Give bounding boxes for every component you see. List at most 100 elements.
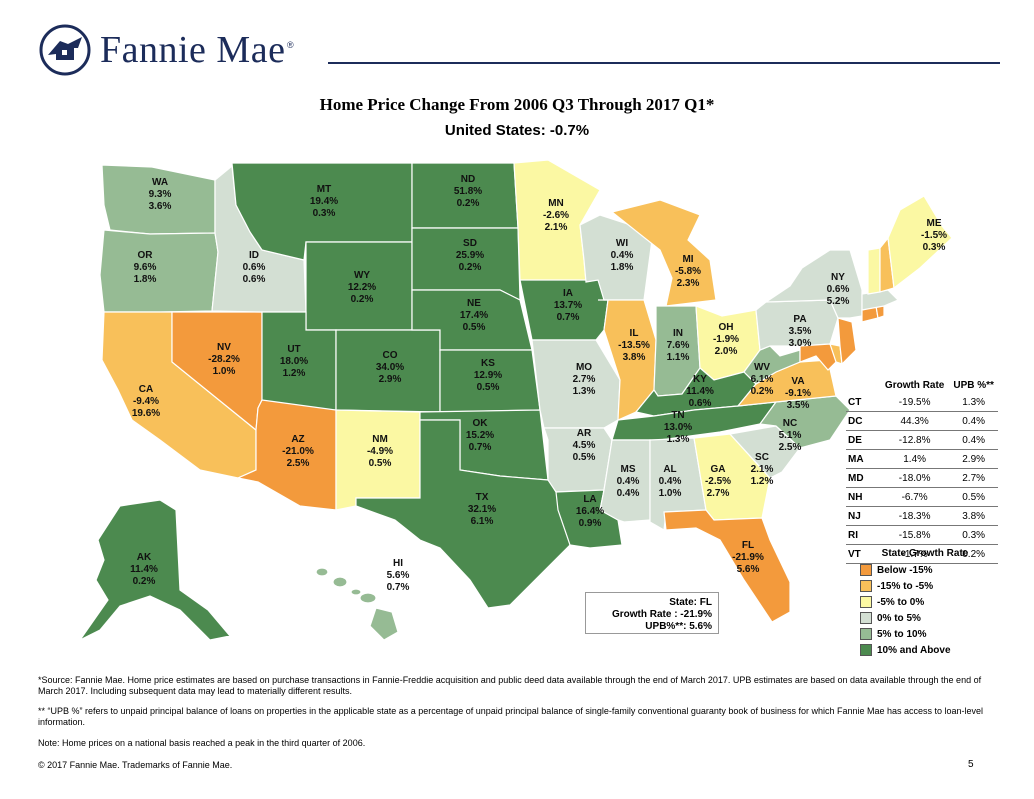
state-label-NY: NY 0.6% 5.2%	[827, 272, 850, 307]
legend-swatch	[860, 596, 872, 608]
state-callout: State: FL Growth Rate : -21.9% UPB%**: 5…	[585, 592, 719, 634]
table-cell-growth: 1.4%	[880, 449, 950, 469]
state-label-CA: CA -9.4% 19.6%	[132, 384, 160, 419]
state-label-LA: LA 16.4% 0.9%	[576, 494, 604, 529]
table-cell-growth: -12.8%	[880, 430, 950, 450]
state-label-FL: FL -21.9% 5.6%	[732, 540, 764, 575]
table-row: NH -6.7% 0.5%	[846, 487, 998, 507]
state-label-IA: IA 13.7% 0.7%	[554, 288, 582, 323]
table-cell-state: VT	[846, 544, 880, 564]
table-cell-growth: -18.0%	[880, 468, 950, 488]
state-label-AZ: AZ -21.0% 2.5%	[282, 434, 314, 469]
copyright: © 2017 Fannie Mae. Trademarks of Fannie …	[38, 760, 233, 770]
state-MI[interactable]	[610, 199, 717, 307]
state-label-MN: MN -2.6% 2.1%	[543, 198, 569, 233]
state-label-MT: MT 19.4% 0.3%	[310, 184, 338, 219]
state-label-NM: NM -4.9% 0.5%	[367, 434, 393, 469]
us-state-map: WA 9.3% 3.6% OR 9.6% 1.8% CA -9.4% 19.6% NV -28.2%…	[79, 159, 953, 641]
state-label-AR: AR 4.5% 0.5%	[573, 428, 596, 463]
table-cell-growth: -15.8%	[880, 525, 950, 545]
state-labels: WA 9.3% 3.6% OR 9.6% 1.8% CA -9.4% 19.6% NV -28.2%…	[130, 174, 947, 593]
table-row: CT -19.5% 1.3%	[846, 393, 998, 412]
legend-swatch	[860, 644, 872, 656]
callout-growth: Growth Rate : -21.9%	[611, 609, 712, 620]
table-cell-upb: 0.3%	[949, 525, 998, 545]
table-cell-state: NJ	[846, 506, 880, 526]
legend-label: 10% and Above	[877, 644, 951, 656]
upb-footnote: ** “UPB %” refers to unpaid principal ba…	[38, 706, 984, 727]
state-label-MO: MO 2.7% 1.3%	[573, 362, 596, 397]
state-label-ND: ND 51.8% 0.2%	[454, 174, 482, 209]
legend-label: Below -15%	[877, 564, 933, 576]
state-label-KS: KS 12.9% 0.5%	[474, 358, 502, 393]
state-MO[interactable]	[531, 339, 621, 429]
state-label-MS: MS 0.4% 0.4%	[617, 464, 640, 499]
table-cell-growth: -19.5%	[880, 393, 950, 412]
state-label-VA: VA -9.1% 3.5%	[785, 376, 811, 411]
table-row: DE -12.8% 0.4%	[846, 430, 998, 450]
table-cell-growth: -18.3%	[880, 506, 950, 526]
state-ME[interactable]	[887, 195, 953, 290]
legend-swatch	[860, 564, 872, 576]
state-label-OR: OR 9.6% 1.8%	[134, 250, 157, 285]
table-cell-upb: 0.2%	[949, 544, 998, 564]
state-NY[interactable]	[763, 249, 863, 319]
state-label-ME: ME -1.5% 0.3%	[921, 218, 947, 253]
legend-title: State Growth Rate	[881, 548, 969, 559]
table-cell-upb: 0.4%	[949, 411, 998, 431]
legend-label: 5% to 10%	[877, 628, 927, 640]
table-cell-state: CT	[846, 393, 880, 412]
state-label-KY: KY 11.4% 0.6%	[686, 374, 714, 409]
state-label-SD: SD 25.9% 0.2%	[456, 238, 484, 273]
table-header-state	[846, 378, 880, 393]
callout-state: State: FL	[669, 597, 712, 608]
table-cell-state: NH	[846, 487, 880, 507]
state-label-WV: WV 6.1% 0.2%	[751, 362, 774, 397]
legend-swatch	[860, 628, 872, 640]
state-label-UT: UT 18.0% 1.2%	[280, 344, 308, 379]
state-label-HI: HI 5.6% 0.7%	[387, 558, 410, 593]
state-HI[interactable]	[315, 567, 399, 641]
map-subtitle: United States: -0.7%	[444, 122, 590, 139]
state-IL[interactable]	[598, 299, 657, 421]
registered-mark: ®	[287, 40, 294, 50]
state-label-CO: CO 34.0% 2.9%	[376, 350, 404, 385]
legend-item: 10% and Above	[860, 642, 990, 658]
state-label-MI: MI -5.8% 2.3%	[675, 254, 701, 289]
national-note: Note: Home prices on a national basis re…	[38, 738, 366, 748]
state-SC[interactable]	[728, 425, 801, 479]
state-label-SC: SC 2.1% 1.2%	[751, 452, 774, 487]
table-cell-upb: 1.3%	[949, 393, 998, 412]
growth-legend: State Growth Rate Below -15% -15% to -5% -…	[860, 548, 990, 658]
table-cell-state: RI	[846, 525, 880, 545]
house-logo-icon	[39, 24, 91, 76]
table-cell-state: DE	[846, 430, 880, 450]
legend-label: 0% to 5%	[877, 612, 921, 624]
state-label-GA: GA -2.5% 2.7%	[705, 464, 731, 499]
fannie-mae-logo	[38, 24, 308, 76]
legend-item: Below -15%	[860, 562, 990, 578]
state-label-WA: WA 9.3% 3.6%	[149, 177, 172, 212]
table-cell-growth: -6.7%	[880, 487, 950, 507]
legend-label: -5% to 0%	[877, 596, 925, 608]
state-label-NE: NE 17.4% 0.5%	[460, 298, 488, 333]
table-cell-state: MA	[846, 449, 880, 469]
table-cell-growth: 44.3%	[880, 411, 950, 431]
page-number: 5	[968, 759, 974, 770]
state-NJ[interactable]	[837, 317, 857, 366]
table-cell-state: DC	[846, 411, 880, 431]
legend-swatch	[860, 580, 872, 592]
state-VT[interactable]	[867, 247, 881, 295]
table-row: DC 44.3% 0.4%	[846, 411, 998, 431]
table-header-growth: Growth Rate	[884, 380, 945, 391]
state-AK[interactable]	[79, 499, 232, 641]
state-label-PA: PA 3.5% 3.0%	[789, 314, 812, 349]
state-FL[interactable]	[663, 509, 791, 623]
callout-upb: UPB%**: 5.6%	[645, 621, 712, 632]
state-TX[interactable]	[355, 419, 571, 609]
legend-item: 0% to 5%	[860, 610, 990, 626]
state-OR[interactable]	[99, 229, 219, 313]
legend-item: -15% to -5%	[860, 578, 990, 594]
state-NC[interactable]	[758, 395, 851, 449]
state-label-TN: TN 13.0% 1.3%	[664, 410, 692, 445]
